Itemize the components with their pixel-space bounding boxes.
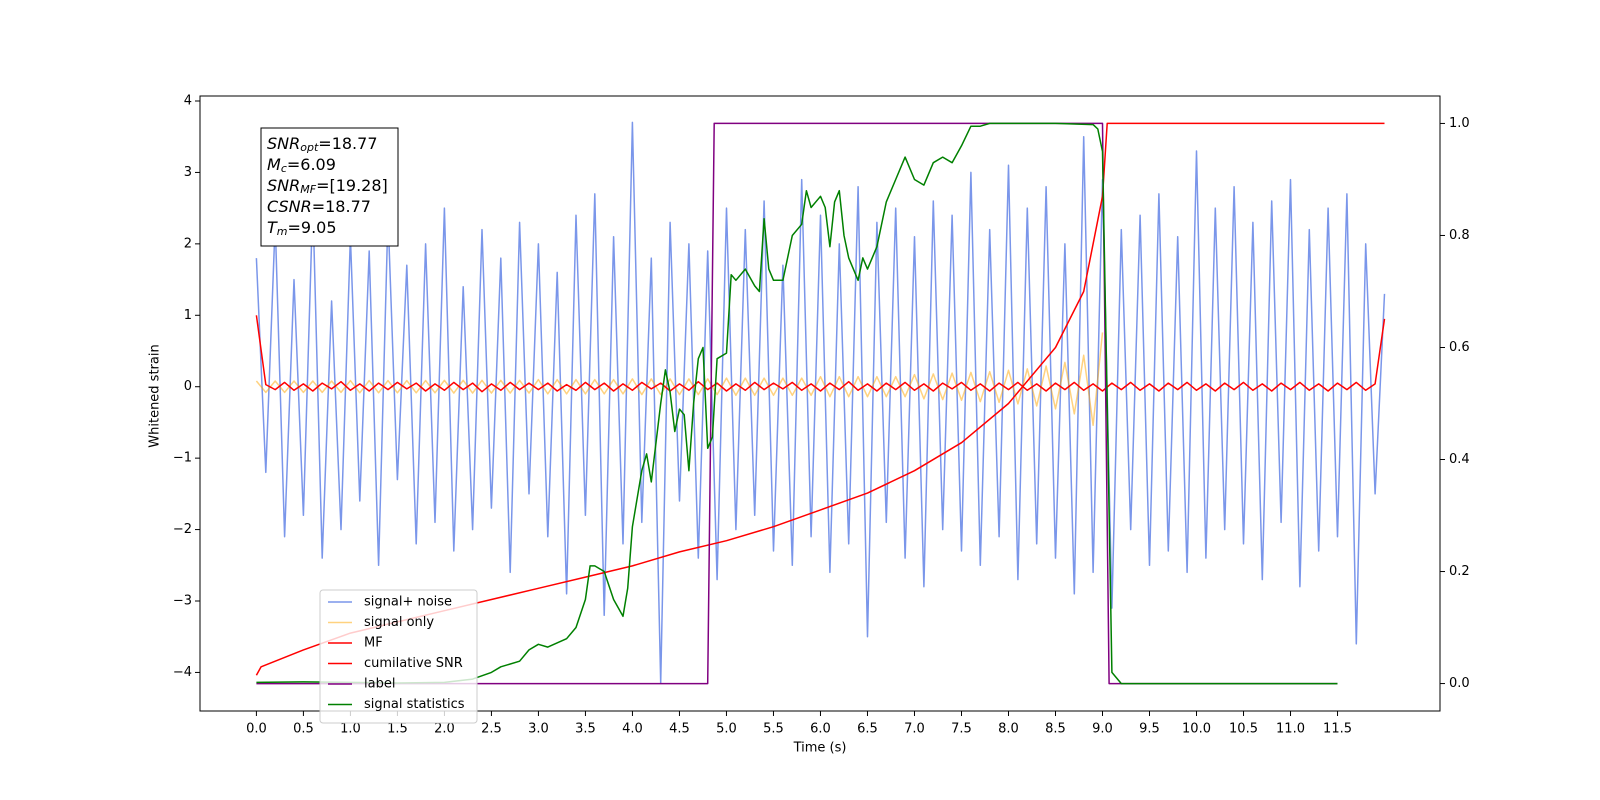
annotation-symbol: CSNR xyxy=(267,197,312,216)
annotation-subscript: MF xyxy=(300,183,316,196)
y-tick-label: 3 xyxy=(184,165,192,180)
legend-label: signal statistics xyxy=(364,697,465,712)
annotation: SNRopt=18.77 xyxy=(267,134,378,155)
y-axis-label: Whitened strain xyxy=(148,344,163,447)
series-line xyxy=(255,121,1386,684)
y-tick-label: 4 xyxy=(184,94,192,109)
x-tick-label: 8.0 xyxy=(998,722,1019,737)
x-tick-label: 2.5 xyxy=(481,722,502,737)
annotation: CSNR=18.77 xyxy=(267,197,371,216)
x-tick-label: 3.0 xyxy=(528,722,549,737)
x-tick-label: 1.0 xyxy=(340,722,361,737)
y2-tick-label: 0.8 xyxy=(1449,228,1470,243)
x-tick-label: 6.5 xyxy=(857,722,878,737)
legend-label: label xyxy=(364,677,395,692)
x-tick-label: 7.0 xyxy=(904,722,925,737)
x-tick-label: 5.0 xyxy=(716,722,737,737)
x-tick-label: 4.5 xyxy=(669,722,690,737)
annotation-text: =18.77 xyxy=(312,197,371,216)
annotation-text: =[19.28] xyxy=(316,176,388,195)
y-tick-label: −2 xyxy=(173,522,192,537)
annotation-symbol: M xyxy=(267,155,281,174)
annotation-box xyxy=(260,127,399,247)
legend-label: signal+ noise xyxy=(364,595,452,610)
x-tick-label: 11.5 xyxy=(1323,722,1352,737)
y-tick-label: 0 xyxy=(184,379,192,394)
annotation-subscript: m xyxy=(277,225,288,238)
annotation-text: =9.05 xyxy=(288,218,337,237)
series-line xyxy=(255,332,1104,427)
x-tick-label: 9.0 xyxy=(1092,722,1113,737)
y2-tick-label: 0.2 xyxy=(1449,564,1470,579)
series-line xyxy=(255,315,1386,393)
annotation: Tm=9.05 xyxy=(267,218,337,239)
legend-box xyxy=(319,589,478,724)
x-tick-label: 10.0 xyxy=(1182,722,1211,737)
y-tick-label: −4 xyxy=(173,665,192,680)
y-tick-label: 2 xyxy=(184,236,192,251)
x-tick-label: 1.5 xyxy=(387,722,408,737)
y-tick-label: −1 xyxy=(173,451,192,466)
y-tick-label: −3 xyxy=(173,594,192,609)
x-tick-label: 0.0 xyxy=(246,722,267,737)
x-tick-label: 11.0 xyxy=(1276,722,1305,737)
y2-tick-label: 0.4 xyxy=(1449,452,1470,467)
annotation-subscript: c xyxy=(281,162,287,175)
legend-label: MF xyxy=(364,636,383,651)
y-tick-label: 1 xyxy=(184,308,192,323)
x-tick-label: 0.5 xyxy=(293,722,314,737)
x-tick-label: 9.5 xyxy=(1139,722,1160,737)
annotation-subscript: opt xyxy=(300,141,319,154)
x-tick-label: 3.5 xyxy=(575,722,596,737)
annotation-symbol: SNR xyxy=(267,176,300,195)
annotation: Mc=6.09 xyxy=(267,155,336,176)
annotation: SNRMF=[19.28] xyxy=(267,176,388,197)
annotation-text: =6.09 xyxy=(287,155,336,174)
annotation-symbol: T xyxy=(267,218,278,237)
x-tick-label: 4.0 xyxy=(622,722,643,737)
annotation-symbol: SNR xyxy=(267,134,300,153)
x-tick-label: 7.5 xyxy=(951,722,972,737)
x-tick-label: 10.5 xyxy=(1229,722,1258,737)
x-tick-label: 8.5 xyxy=(1045,722,1066,737)
legend-label: signal only xyxy=(364,615,434,630)
series-line xyxy=(256,122,1338,685)
annotation-text: =18.77 xyxy=(318,134,377,153)
x-tick-label: 5.5 xyxy=(763,722,784,737)
x-tick-label: 6.0 xyxy=(810,722,831,737)
x-tick-label: 2.0 xyxy=(434,722,455,737)
legend-label: cumilative SNR xyxy=(364,656,463,671)
x-axis-label: Time (s) xyxy=(793,741,847,756)
y2-tick-label: 1.0 xyxy=(1449,116,1470,131)
y2-tick-label: 0.6 xyxy=(1449,340,1470,355)
y2-tick-label: 0.0 xyxy=(1449,676,1470,691)
